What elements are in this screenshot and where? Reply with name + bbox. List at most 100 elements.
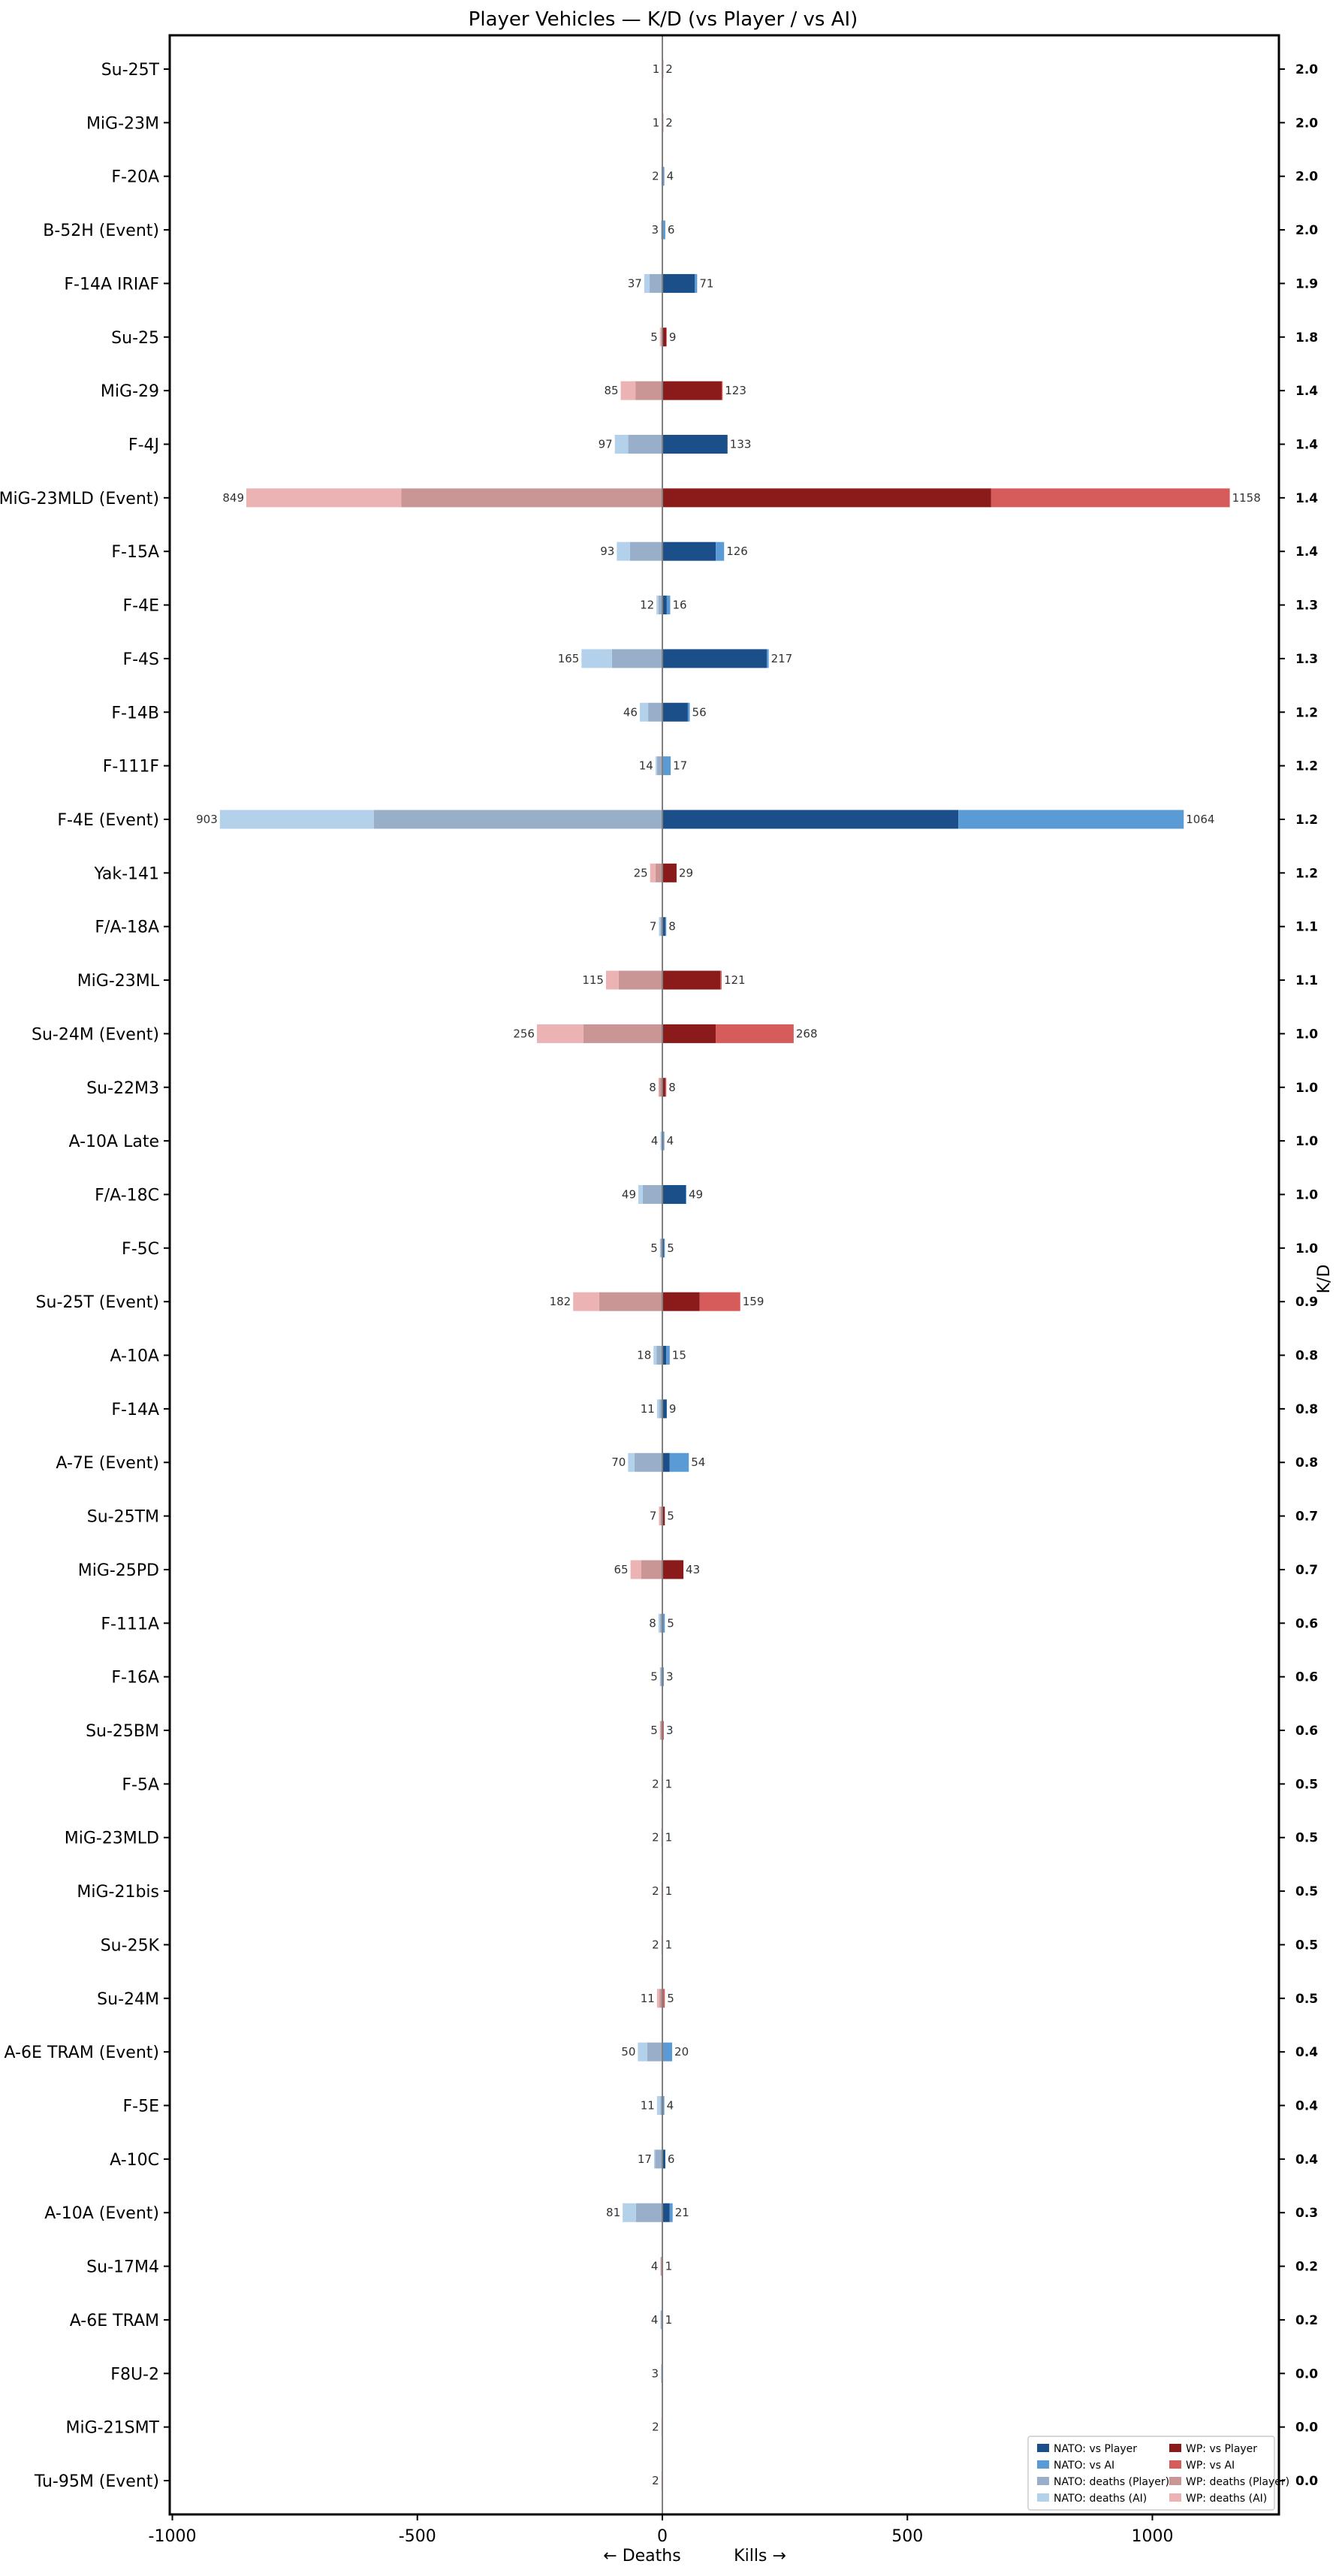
kd-tick-label: 0.6 bbox=[1295, 1670, 1318, 1685]
kills-value-label: 1 bbox=[665, 1777, 673, 1790]
deaths-value-label: 11 bbox=[641, 1402, 655, 1416]
y-tick-label: MiG-23ML bbox=[77, 972, 160, 991]
deaths-value-label: 849 bbox=[222, 491, 244, 505]
y-tick-label: F-5C bbox=[122, 1240, 159, 1259]
bar-deaths-player bbox=[659, 1989, 662, 2008]
legend-label: NATO: vs AI bbox=[1054, 2460, 1114, 2472]
kills-value-label: 2 bbox=[665, 62, 673, 76]
bar-kills-vs-ai bbox=[719, 970, 722, 990]
deaths-value-label: 12 bbox=[640, 599, 654, 612]
bar-deaths-player bbox=[660, 1238, 662, 1258]
bar-deaths-ai bbox=[660, 1131, 662, 1151]
bar-deaths-player bbox=[659, 1078, 662, 1097]
legend-swatch bbox=[1037, 2460, 1049, 2469]
kills-value-label: 54 bbox=[691, 1455, 705, 1469]
bar-kills-vs-ai bbox=[766, 649, 769, 668]
deaths-value-label: 165 bbox=[558, 652, 580, 665]
deaths-value-label: 14 bbox=[639, 759, 653, 773]
bar-deaths-ai bbox=[605, 970, 619, 990]
y-tick-label: A-10A bbox=[110, 1347, 159, 1366]
legend-label: NATO: deaths (AI) bbox=[1054, 2493, 1147, 2505]
y-tick-label: F-16A bbox=[111, 1669, 159, 1688]
bar-kills-vs-player bbox=[662, 810, 959, 829]
deaths-value-label: 11 bbox=[641, 1992, 655, 2005]
kills-value-label: 5 bbox=[667, 1510, 674, 1523]
deaths-value-label: 182 bbox=[550, 1295, 571, 1308]
deaths-value-label: 2 bbox=[652, 1777, 659, 1790]
bar-deaths-player bbox=[634, 1452, 662, 1472]
bar-deaths-player bbox=[647, 2042, 662, 2062]
bar-deaths-ai bbox=[660, 2310, 662, 2330]
kd-tick-label: 2.0 bbox=[1295, 62, 1318, 77]
kd-tick-label: 0.4 bbox=[1295, 2152, 1318, 2167]
bar-kills-vs-player bbox=[662, 863, 677, 882]
kd-tick-label: 0.7 bbox=[1295, 1510, 1318, 1525]
bar-kills-vs-player bbox=[662, 1507, 665, 1526]
y-tick-label: Tu-95M (Event) bbox=[34, 2472, 159, 2491]
bar-deaths-player bbox=[660, 2096, 662, 2116]
bar-deaths-player bbox=[658, 596, 662, 615]
bar-deaths-ai bbox=[659, 1667, 661, 1687]
bar-kills-vs-ai bbox=[662, 1721, 664, 1740]
kd-tick-label: 1.0 bbox=[1295, 1081, 1318, 1096]
bar-deaths-ai bbox=[659, 917, 661, 937]
deaths-value-label: 7 bbox=[650, 920, 657, 934]
y-tick-label: A-7E (Event) bbox=[56, 1454, 159, 1473]
y-tick-label: F-4J bbox=[128, 436, 159, 454]
deaths-value-label: 2 bbox=[652, 2421, 659, 2434]
x-tick-label: 1000 bbox=[1132, 2527, 1174, 2546]
x-tick-label: -1000 bbox=[149, 2527, 197, 2546]
bar-kills-vs-player bbox=[662, 649, 767, 668]
bar-deaths-ai bbox=[644, 273, 650, 293]
deaths-value-label: 2 bbox=[652, 1884, 659, 1898]
y-tick-label: MiG-25PD bbox=[78, 1561, 159, 1580]
bar-deaths-ai bbox=[628, 1452, 635, 1472]
legend-swatch bbox=[1169, 2444, 1181, 2452]
kd-tick-label: 0.8 bbox=[1295, 1349, 1318, 1364]
bars-layer bbox=[219, 59, 1230, 2490]
kills-value-label: 21 bbox=[675, 2206, 689, 2219]
kills-value-label: 6 bbox=[668, 223, 675, 237]
kd-tick-label: 1.4 bbox=[1295, 544, 1318, 560]
kills-value-label: 1158 bbox=[1232, 491, 1261, 505]
bar-kills-vs-player bbox=[662, 1292, 700, 1311]
x-axis-label-kills: Kills → bbox=[734, 2547, 786, 2565]
legend: NATO: vs Player NATO: vs AI NATO: deaths (… bbox=[1027, 2436, 1289, 2511]
bar-kills-vs-player bbox=[662, 1560, 684, 1579]
bar-deaths-player bbox=[635, 2203, 662, 2222]
kills-value-label: 123 bbox=[725, 384, 746, 397]
bar-kills-vs-ai bbox=[662, 1131, 665, 1151]
kd-tick-label: 0.8 bbox=[1295, 1455, 1318, 1470]
y-tick-label: A-10A Late bbox=[69, 1133, 159, 1151]
kd-tick-label: 1.3 bbox=[1295, 599, 1318, 614]
bar-deaths-player bbox=[659, 1399, 662, 1419]
y-axis-left: Su-25T MiG-23M F-20A B-52H (Event) F-14A IRI… bbox=[0, 61, 170, 2491]
bar-deaths-player bbox=[629, 541, 662, 561]
kd-tick-label: 0.3 bbox=[1295, 2206, 1318, 2221]
bar-deaths-player bbox=[635, 381, 662, 400]
deaths-value-label: 256 bbox=[513, 1027, 535, 1040]
kd-tick-label: 0.5 bbox=[1295, 1992, 1318, 2007]
bar-kills-vs-player bbox=[662, 541, 716, 561]
x-tick-label: -500 bbox=[399, 2527, 436, 2546]
y-tick-label: F-4S bbox=[122, 650, 159, 669]
value-labels-layer: 2121426371379512385133971158849126931612… bbox=[196, 62, 1261, 2487]
deaths-value-label: 37 bbox=[628, 276, 642, 290]
bar-deaths-player bbox=[656, 756, 662, 776]
y-tick-label: MiG-21SMT bbox=[66, 2419, 160, 2438]
y-tick-label: Su-25BM bbox=[86, 1722, 159, 1741]
y-tick-label: MiG-23M bbox=[86, 114, 159, 133]
kd-tick-label: 1.1 bbox=[1295, 973, 1318, 988]
legend-box bbox=[1027, 2436, 1275, 2511]
kills-value-label: 121 bbox=[724, 973, 746, 987]
bar-kills-vs-ai bbox=[663, 756, 671, 776]
deaths-value-label: 8 bbox=[649, 1616, 656, 1630]
kd-tick-label: 1.2 bbox=[1295, 759, 1318, 774]
bar-deaths-player bbox=[401, 488, 662, 508]
bar-deaths-player bbox=[659, 1613, 662, 1633]
kills-value-label: 2 bbox=[665, 116, 673, 129]
y-tick-label: Su-24M bbox=[97, 1990, 159, 2009]
kd-tick-label: 1.0 bbox=[1295, 1241, 1318, 1256]
bar-deaths-player bbox=[660, 1667, 662, 1687]
y-tick-label: F/A-18C bbox=[95, 1186, 159, 1205]
